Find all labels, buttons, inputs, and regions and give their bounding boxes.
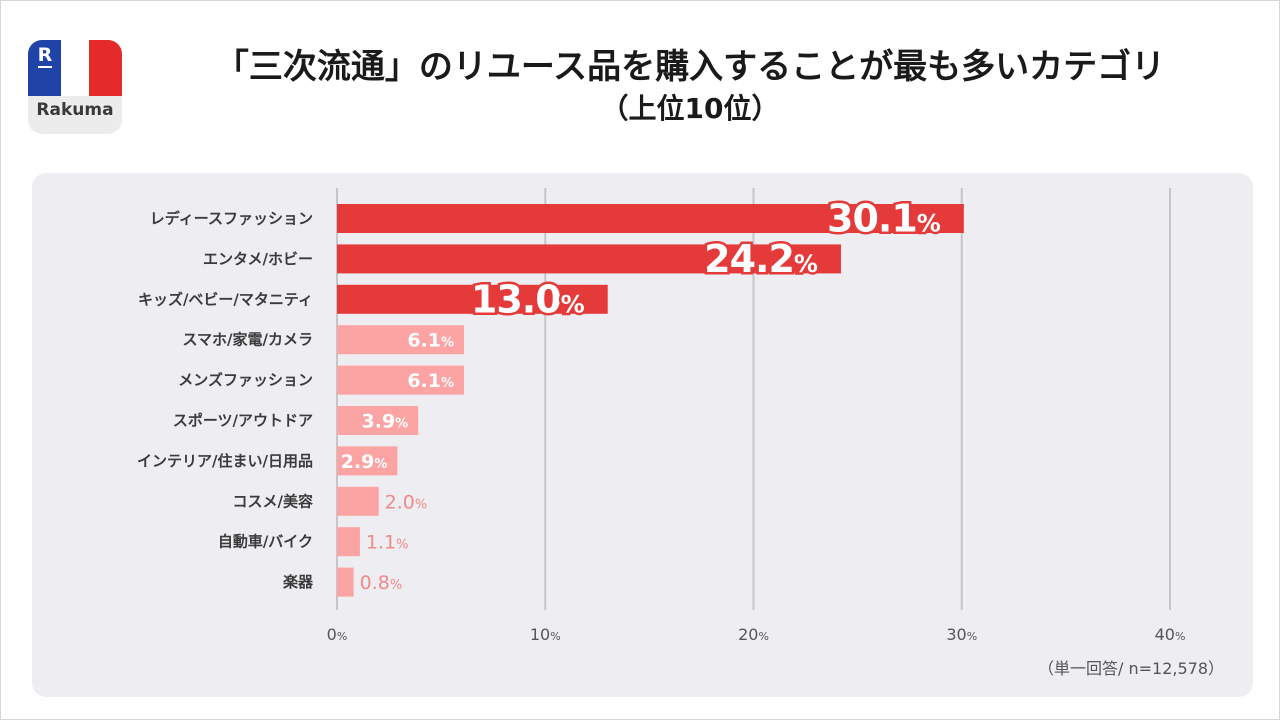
value-label: 6.1%	[407, 370, 454, 392]
rakuma-logo: R Rakuma	[28, 40, 122, 134]
category-label: インテリア/住まい/日用品	[137, 452, 313, 470]
chart-subtitle: （上位10位）	[600, 92, 780, 125]
x-tick-label: 0%	[327, 625, 348, 644]
logo-brand-name: Rakuma	[36, 100, 114, 120]
x-tick-label: 10%	[530, 625, 561, 644]
bar	[337, 567, 354, 597]
value-label: 6.1%	[407, 330, 454, 352]
category-label: エンタメ/ホビー	[203, 250, 313, 268]
value-label: 2.0%	[385, 491, 428, 513]
bar	[337, 527, 360, 557]
category-label: 楽器	[283, 573, 314, 591]
value-label: 0.8%	[360, 572, 403, 594]
value-label: 3.9%	[362, 411, 409, 433]
sample-note: （単一回答/ n=12,578）	[1037, 659, 1224, 678]
category-label: 自動車/バイク	[218, 533, 313, 551]
value-label: 13.0%	[471, 277, 585, 321]
value-label: 24.2%	[704, 237, 818, 281]
bar	[337, 406, 419, 435]
bar	[337, 204, 964, 233]
bar	[337, 244, 841, 274]
bar	[337, 325, 465, 355]
flag-red-stripe	[89, 40, 122, 96]
bar	[337, 486, 379, 516]
flag-white-stripe	[61, 40, 89, 96]
category-label: コスメ/美容	[233, 492, 313, 510]
value-label: 1.1%	[366, 532, 409, 554]
value-label: 30.1%	[827, 197, 941, 241]
value-label: 2.9%	[341, 451, 388, 473]
category-label: スマホ/家電/カメラ	[182, 331, 313, 349]
flag-blue-stripe	[28, 40, 61, 96]
chart-title: 「三次流通」のリユース品を購入することが最も多いカテゴリ	[214, 47, 1166, 87]
bar	[337, 365, 465, 395]
category-label: メンズファッション	[178, 371, 313, 389]
category-label: キッズ/ベビー/マタニティ	[138, 290, 313, 308]
bar	[337, 284, 608, 314]
category-label: レディースファッション	[150, 210, 313, 228]
x-tick-label: 40%	[1155, 625, 1186, 644]
category-label: スポーツ/アウトドア	[173, 412, 313, 430]
bar	[337, 446, 398, 476]
x-tick-label: 30%	[946, 625, 977, 644]
x-tick-label: 20%	[738, 625, 769, 644]
logo-r-mark: R	[35, 44, 55, 68]
